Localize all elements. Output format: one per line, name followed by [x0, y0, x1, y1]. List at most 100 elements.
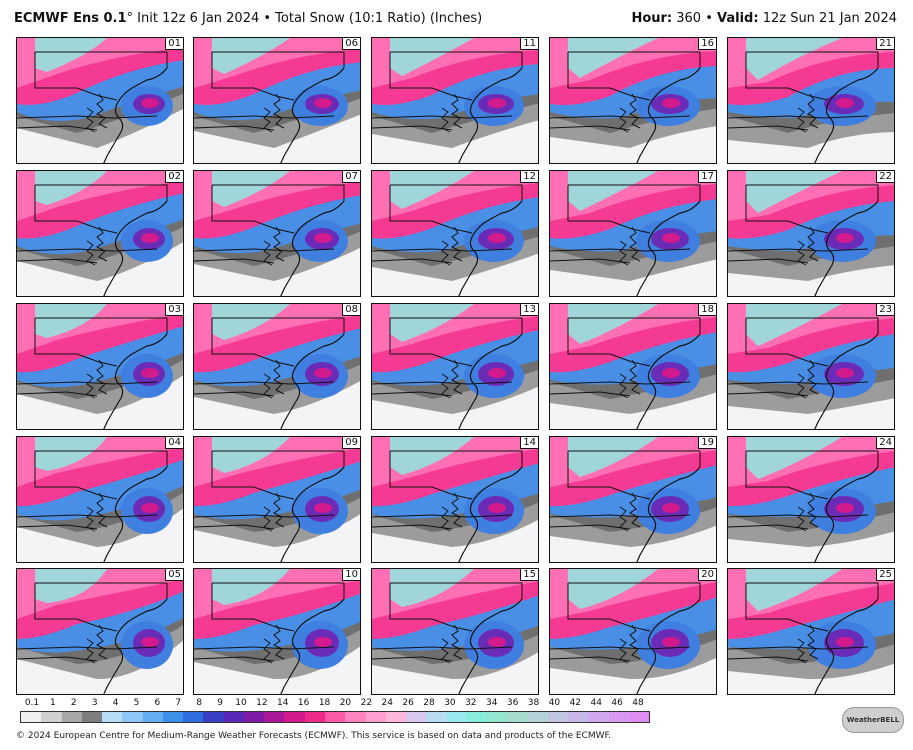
member-number-label: 09 — [342, 437, 360, 449]
member-number-label: 03 — [165, 304, 183, 316]
colorbar-swatch — [81, 712, 103, 722]
ensemble-member-panel: 08 — [193, 303, 361, 430]
colorbar-tick-label: 24 — [381, 698, 393, 708]
colorbar-swatch — [527, 712, 548, 722]
member-number-label: 18 — [698, 304, 716, 316]
ensemble-member-panel: 11 — [371, 37, 539, 164]
snowfall-map — [550, 38, 716, 163]
colorbar-tick-label: 30 — [444, 698, 456, 708]
colorbar-swatch — [507, 712, 528, 722]
snowfall-map — [550, 437, 716, 562]
colorbar-swatch — [487, 712, 508, 722]
colorbar-tick-label: 46 — [611, 698, 623, 708]
ensemble-member-panel: 12 — [371, 170, 539, 297]
member-number-label: 01 — [165, 38, 183, 50]
snowfall-map — [17, 38, 183, 163]
colorbar-swatch — [628, 712, 650, 722]
member-number-label: 25 — [876, 569, 894, 581]
snowfall-map — [17, 437, 183, 562]
snowfall-map — [372, 304, 538, 429]
ensemble-member-panel: 03 — [16, 303, 184, 430]
hour-value: 360 • — [672, 11, 718, 26]
colorbar-swatch — [345, 712, 366, 722]
member-number-label: 14 — [520, 437, 538, 449]
colorbar-swatch — [608, 712, 629, 722]
member-number-label: 12 — [520, 171, 538, 183]
colorbar-tick-label: 22 — [360, 698, 373, 708]
ensemble-member-panel: 16 — [549, 37, 717, 164]
colorbar-swatch — [568, 712, 589, 722]
snowfall-map — [728, 569, 894, 694]
colorbar-tick-label: 28 — [423, 698, 435, 708]
ensemble-member-panel: 24 — [727, 436, 895, 563]
member-number-label: 19 — [698, 437, 716, 449]
colorbar-tick-label: 2 — [70, 698, 77, 708]
ensemble-member-panel: 18 — [549, 303, 717, 430]
snowfall-map — [372, 171, 538, 296]
member-number-label: 16 — [698, 38, 716, 50]
colorbar-tick-label: 6 — [154, 698, 161, 708]
colorbar-swatch — [102, 712, 123, 722]
colorbar-swatch — [365, 712, 386, 722]
colorbar-tick-label: 32 — [465, 698, 477, 708]
member-number-label: 11 — [520, 38, 538, 50]
colorbar-tick-label: 26 — [402, 698, 414, 708]
ensemble-member-panel: 02 — [16, 170, 184, 297]
snowfall-map — [728, 171, 894, 296]
ensemble-member-panel: 07 — [193, 170, 361, 297]
colorbar-swatch — [446, 712, 467, 722]
colorbar-tick-label: 3 — [91, 698, 98, 708]
colorbar-tick-label: 34 — [485, 698, 498, 708]
snowfall-map — [728, 304, 894, 429]
colorbar-tick-label: 16 — [297, 698, 310, 708]
colorbar-swatch — [243, 712, 265, 722]
snowfall-map — [194, 437, 360, 562]
hour-label: Hour: — [631, 11, 673, 26]
valid-label: Valid: — [717, 11, 759, 26]
colorbar-swatch — [406, 712, 427, 722]
ensemble-member-panel: 19 — [549, 436, 717, 563]
snowfall-map — [194, 304, 360, 429]
snowfall-map — [372, 437, 538, 562]
valid-time: Hour: 360 • Valid: 12z Sun 21 Jan 2024 — [631, 11, 897, 26]
member-number-label: 22 — [876, 171, 894, 183]
colorbar-swatch — [304, 712, 325, 722]
ensemble-member-panel: 20 — [549, 568, 717, 695]
valid-value: 12z Sun 21 Jan 2024 — [758, 11, 897, 26]
model-name: ECMWF Ens 0.1 — [14, 11, 127, 26]
member-number-label: 21 — [876, 38, 894, 50]
member-number-label: 23 — [876, 304, 894, 316]
colorbar-swatch — [162, 712, 184, 722]
colorbar-swatch — [284, 712, 305, 722]
snowfall-map — [17, 171, 183, 296]
weatherbell-logo: WeatherBELL — [842, 707, 904, 733]
colorbar-tick-label: 40 — [548, 698, 561, 708]
member-number-label: 20 — [698, 569, 716, 581]
ensemble-member-panel: 14 — [371, 436, 539, 563]
colorbar-tick-label: 8 — [196, 698, 203, 708]
colorbar-tick-label: 4 — [112, 698, 119, 708]
snowfall-map — [194, 171, 360, 296]
colorbar-tick-label: 36 — [506, 698, 519, 708]
colorbar-tick-label: 5 — [133, 698, 140, 708]
map-title: ECMWF Ens 0.1° Init 12z 6 Jan 2024 • Tot… — [14, 11, 482, 26]
colorbar-tick-label: 20 — [339, 698, 352, 708]
colorbar-swatch — [385, 712, 407, 722]
ensemble-member-panel: 25 — [727, 568, 895, 695]
snowfall-map — [728, 38, 894, 163]
ensemble-member-panel: 10 — [193, 568, 361, 695]
snow-colorbar — [20, 711, 650, 723]
colorbar-swatch — [183, 712, 204, 722]
snowfall-map — [550, 569, 716, 694]
colorbar-tick-label: 44 — [590, 698, 602, 708]
degree-symbol: ° — [126, 11, 134, 26]
colorbar-swatch — [588, 712, 609, 722]
snowfall-map — [550, 171, 716, 296]
member-number-label: 24 — [876, 437, 894, 449]
colorbar-swatch — [122, 712, 143, 722]
ensemble-member-panel: 06 — [193, 37, 361, 164]
colorbar-swatch — [41, 712, 62, 722]
colorbar-swatch — [466, 712, 488, 722]
snowfall-map — [17, 569, 183, 694]
copyright-footer: © 2024 European Centre for Medium-Range … — [16, 731, 612, 741]
